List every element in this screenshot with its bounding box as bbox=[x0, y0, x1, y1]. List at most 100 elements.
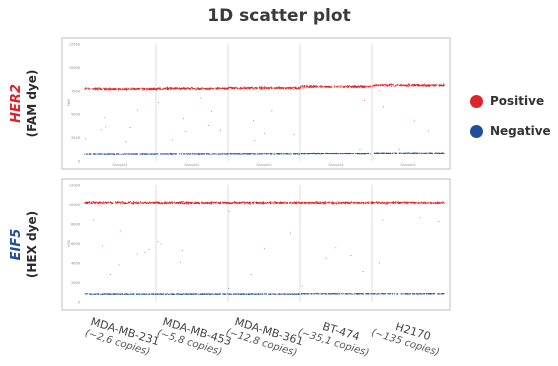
droplet-point bbox=[252, 87, 253, 89]
droplet-point bbox=[94, 87, 96, 89]
droplet-point bbox=[428, 130, 430, 132]
droplet-point bbox=[253, 119, 255, 121]
well-label: Sample1 bbox=[112, 163, 127, 167]
droplet-point bbox=[110, 293, 111, 295]
droplet-point bbox=[191, 202, 193, 204]
droplet-point bbox=[163, 88, 165, 90]
droplet-point bbox=[417, 152, 419, 154]
droplet-point bbox=[106, 88, 108, 90]
droplet-point bbox=[215, 293, 216, 295]
droplet-point bbox=[370, 203, 372, 205]
droplet-point bbox=[103, 203, 105, 204]
droplet-point bbox=[359, 153, 361, 155]
droplet-point bbox=[263, 87, 264, 89]
droplet-point bbox=[364, 202, 366, 204]
droplet-point bbox=[329, 293, 331, 295]
droplet-point bbox=[148, 87, 150, 89]
droplet-point bbox=[344, 202, 345, 204]
droplet-point bbox=[321, 153, 322, 154]
droplet-point bbox=[180, 261, 181, 263]
droplet-point bbox=[443, 84, 445, 86]
droplet-point bbox=[206, 202, 207, 203]
droplet-point bbox=[187, 201, 189, 203]
droplet-point bbox=[217, 87, 218, 89]
droplet-point bbox=[377, 202, 378, 204]
droplet-point bbox=[359, 202, 361, 204]
droplet-point bbox=[193, 203, 195, 205]
droplet-point bbox=[238, 88, 240, 89]
droplet-point bbox=[232, 202, 233, 204]
droplet-point bbox=[98, 87, 100, 89]
droplet-point bbox=[296, 88, 297, 90]
droplet-point bbox=[378, 201, 380, 203]
droplet-point bbox=[204, 293, 205, 295]
droplet-point bbox=[280, 293, 282, 295]
droplet-point bbox=[119, 153, 121, 155]
droplet-point bbox=[407, 293, 409, 294]
droplet-point bbox=[228, 201, 230, 203]
droplet-point bbox=[102, 245, 103, 247]
droplet-point bbox=[326, 85, 327, 87]
droplet-point bbox=[149, 88, 151, 90]
droplet-point bbox=[165, 87, 166, 89]
droplet-point bbox=[416, 84, 418, 86]
droplet-point bbox=[147, 202, 149, 204]
droplet-point bbox=[338, 153, 339, 155]
droplet-point bbox=[240, 87, 242, 88]
droplet-point bbox=[113, 293, 115, 295]
droplet-point bbox=[118, 153, 120, 155]
droplet-point bbox=[85, 202, 87, 203]
droplet-point bbox=[174, 294, 176, 295]
droplet-point bbox=[337, 293, 339, 295]
droplet-point bbox=[404, 202, 406, 204]
droplet-point bbox=[372, 202, 373, 204]
droplet-point bbox=[328, 202, 330, 203]
droplet-point bbox=[294, 293, 295, 295]
droplet-point bbox=[397, 84, 399, 86]
droplet-point bbox=[241, 293, 243, 295]
droplet-point bbox=[199, 97, 201, 99]
droplet-point bbox=[93, 219, 95, 221]
droplet-point bbox=[103, 87, 104, 89]
droplet-point bbox=[313, 293, 315, 295]
droplet-point bbox=[259, 87, 260, 89]
droplet-point bbox=[362, 293, 364, 295]
droplet-point bbox=[421, 84, 422, 86]
droplet-point bbox=[256, 293, 258, 295]
droplet-point bbox=[248, 87, 250, 89]
droplet-point bbox=[279, 294, 281, 295]
droplet-point bbox=[146, 89, 148, 91]
droplet-point bbox=[166, 201, 168, 203]
droplet-point bbox=[161, 203, 163, 205]
droplet-point bbox=[350, 85, 352, 87]
droplet-point bbox=[419, 202, 421, 204]
droplet-point bbox=[383, 84, 385, 85]
droplet-point bbox=[290, 87, 292, 89]
droplet-point bbox=[199, 293, 201, 295]
droplet-point bbox=[283, 88, 285, 89]
droplet-point bbox=[235, 203, 237, 205]
droplet-point bbox=[407, 153, 408, 154]
droplet-point bbox=[96, 87, 98, 89]
droplet-point bbox=[325, 293, 327, 295]
droplet-point bbox=[127, 202, 129, 204]
droplet-point bbox=[284, 88, 286, 89]
droplet-point bbox=[439, 293, 440, 295]
droplet-point bbox=[107, 293, 108, 295]
droplet-point bbox=[142, 293, 144, 295]
droplet-point bbox=[344, 153, 346, 154]
droplet-point bbox=[313, 293, 315, 295]
droplet-point bbox=[262, 201, 264, 203]
droplet-point bbox=[257, 202, 258, 204]
droplet-point bbox=[394, 202, 396, 204]
droplet-point bbox=[294, 86, 296, 88]
droplet-point bbox=[163, 202, 165, 204]
droplet-point bbox=[86, 153, 88, 155]
droplet-point bbox=[263, 88, 265, 90]
gene-label-eif5: EIF5 bbox=[9, 229, 24, 261]
droplet-point bbox=[287, 201, 288, 203]
droplet-point bbox=[105, 87, 107, 89]
droplet-point bbox=[228, 202, 230, 204]
droplet-point bbox=[417, 84, 419, 86]
droplet-point bbox=[155, 201, 157, 203]
